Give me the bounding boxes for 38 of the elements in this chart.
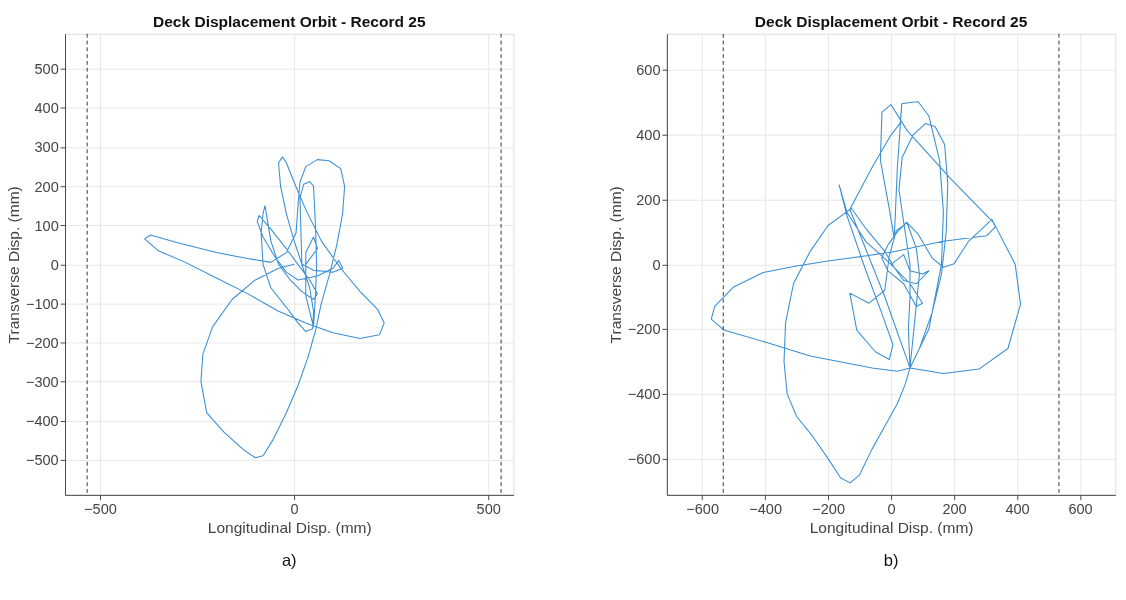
y-tick-label: −200 (25, 334, 59, 351)
y-tick-label: −500 (25, 452, 59, 469)
y-axis-title: Transverse Disp. (mm) (5, 186, 23, 344)
y-tick-label: 500 (34, 61, 59, 78)
y-tick-label: 400 (34, 100, 59, 117)
line-series (144, 156, 385, 459)
x-axis-title: Longitudinal Disp. (mm) (207, 519, 372, 537)
text: b) (883, 550, 899, 569)
x-tick-label: −500 (84, 500, 117, 517)
x-tick-label: 500 (476, 500, 501, 517)
y-tick-label: −100 (25, 295, 59, 312)
y-tick-label: −300 (25, 373, 59, 390)
y-tick-label: 200 (34, 178, 59, 195)
x-tick-label: 400 (1005, 500, 1030, 517)
y-axis-title: Transverse Disp. (mm) (606, 186, 624, 344)
text: a) (281, 550, 297, 569)
y-tick-label: 200 (636, 191, 661, 208)
x-tick-label: −400 (749, 500, 782, 517)
x-tick-label: 200 (942, 500, 967, 517)
x-tick-label: −600 (686, 500, 720, 517)
x-tick-label: 0 (290, 500, 299, 517)
x-axis-title: Longitudinal Disp. (mm) (809, 519, 974, 537)
y-tick-label: 400 (636, 127, 661, 144)
y-tick-label: 100 (34, 217, 59, 234)
y-tick-label: −400 (627, 386, 661, 403)
x-tick-label: −200 (812, 500, 845, 517)
y-tick-label: 300 (34, 139, 59, 156)
y-tick-label: 600 (636, 62, 661, 79)
x-tick-label: 600 (1068, 500, 1093, 517)
y-tick-label: 0 (652, 256, 661, 273)
y-tick-label: −600 (627, 450, 661, 467)
x-tick-label: 0 (887, 500, 896, 517)
y-tick-label: −200 (627, 321, 661, 338)
chart-title: Deck Displacement Orbit - Record 25 (754, 12, 1028, 30)
chart-title: Deck Displacement Orbit - Record 25 (153, 12, 426, 30)
line-series (710, 101, 1022, 484)
y-tick-label: −400 (25, 412, 59, 429)
y-tick-label: 0 (50, 256, 59, 273)
